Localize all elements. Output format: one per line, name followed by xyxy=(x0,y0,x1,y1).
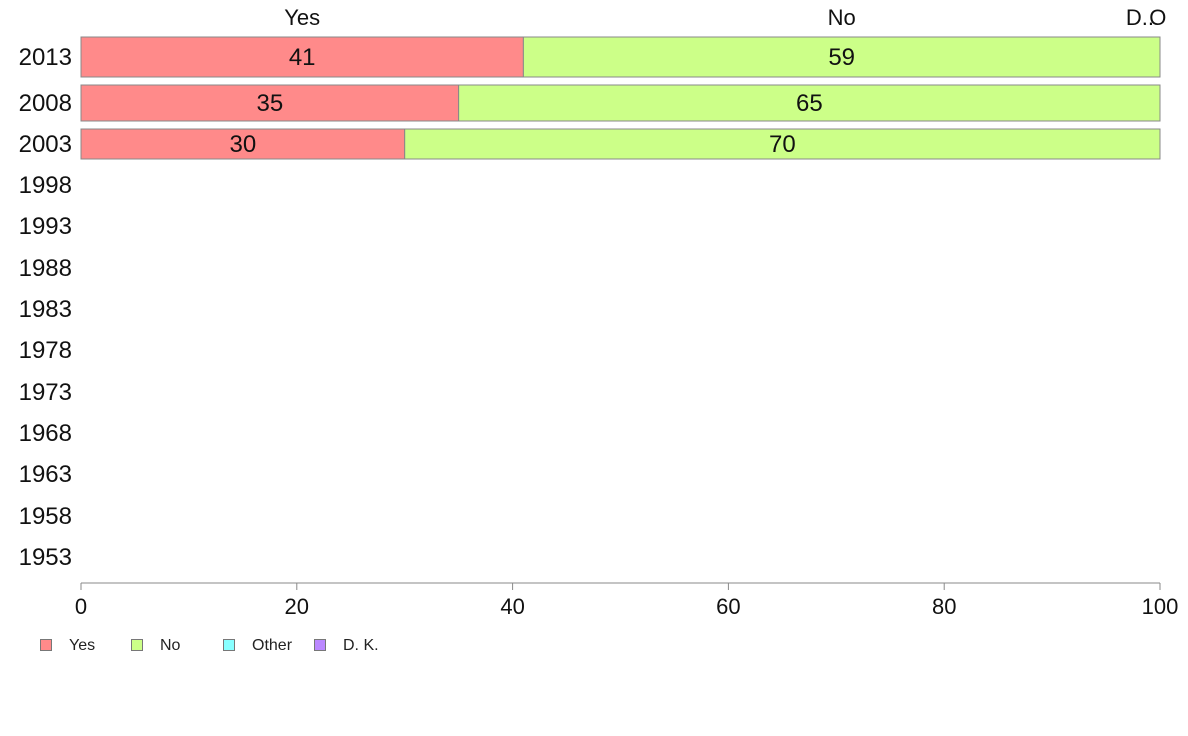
legend-label-dk: D. K. xyxy=(343,637,379,654)
top-label-3: D.. xyxy=(1126,5,1154,30)
year-label-2013: 2013 xyxy=(19,44,72,71)
data-label-2008-yes: 35 xyxy=(256,90,283,117)
year-label-1988: 1988 xyxy=(19,255,72,282)
x-axis: 0 20 40 60 80 100 xyxy=(75,582,1179,619)
top-category-labels: Yes No OD.. xyxy=(284,5,1166,30)
data-label-2003-no: 70 xyxy=(769,131,796,158)
data-label-2013-yes: 41 xyxy=(289,44,316,71)
x-tick-label-100: 100 xyxy=(1142,594,1179,619)
top-label-0: Yes xyxy=(284,5,320,30)
year-label-1963: 1963 xyxy=(19,461,72,488)
year-label-1958: 1958 xyxy=(19,503,72,530)
legend-swatch-yes xyxy=(40,639,52,651)
top-label-1: No xyxy=(828,5,856,30)
bar-2013-no xyxy=(522,36,1161,78)
data-label-2003-yes: 30 xyxy=(229,131,256,158)
x-tick-label-40: 40 xyxy=(500,594,524,619)
year-label-1978: 1978 xyxy=(19,337,72,364)
year-label-2003: 2003 xyxy=(19,131,72,158)
x-tick-label-0: 0 xyxy=(75,594,87,619)
x-tick-label-60: 60 xyxy=(716,594,740,619)
year-label-1953: 1953 xyxy=(19,544,72,571)
year-labels: 2013 2008 2003 1998 1993 1988 1983 1978 1973 1968… xyxy=(19,44,72,571)
legend-swatch-no xyxy=(131,639,143,651)
top-label-2: O xyxy=(1149,5,1166,30)
x-tick-label-80: 80 xyxy=(932,594,956,619)
legend-label-other: Other xyxy=(252,637,293,654)
year-label-1993: 1993 xyxy=(19,213,72,240)
bar-2003-yes xyxy=(80,128,406,160)
year-label-1968: 1968 xyxy=(19,420,72,447)
year-label-1973: 1973 xyxy=(19,379,72,406)
legend-swatch-dk xyxy=(314,639,326,651)
legend-label-no: No xyxy=(160,637,181,654)
legend-label-yes: Yes xyxy=(69,637,96,654)
year-label-1983: 1983 xyxy=(19,296,72,323)
bars: 41 59 35 65 30 70 xyxy=(80,36,1161,160)
legend-swatch-other xyxy=(223,639,235,651)
bar-2008-no xyxy=(458,84,1161,122)
data-label-2008-no: 65 xyxy=(796,90,823,117)
year-label-2008: 2008 xyxy=(19,90,72,117)
bar-2003-no xyxy=(404,128,1161,160)
data-label-2013-no: 59 xyxy=(828,44,855,71)
x-tick-label-20: 20 xyxy=(285,594,309,619)
year-label-1998: 1998 xyxy=(19,172,72,199)
